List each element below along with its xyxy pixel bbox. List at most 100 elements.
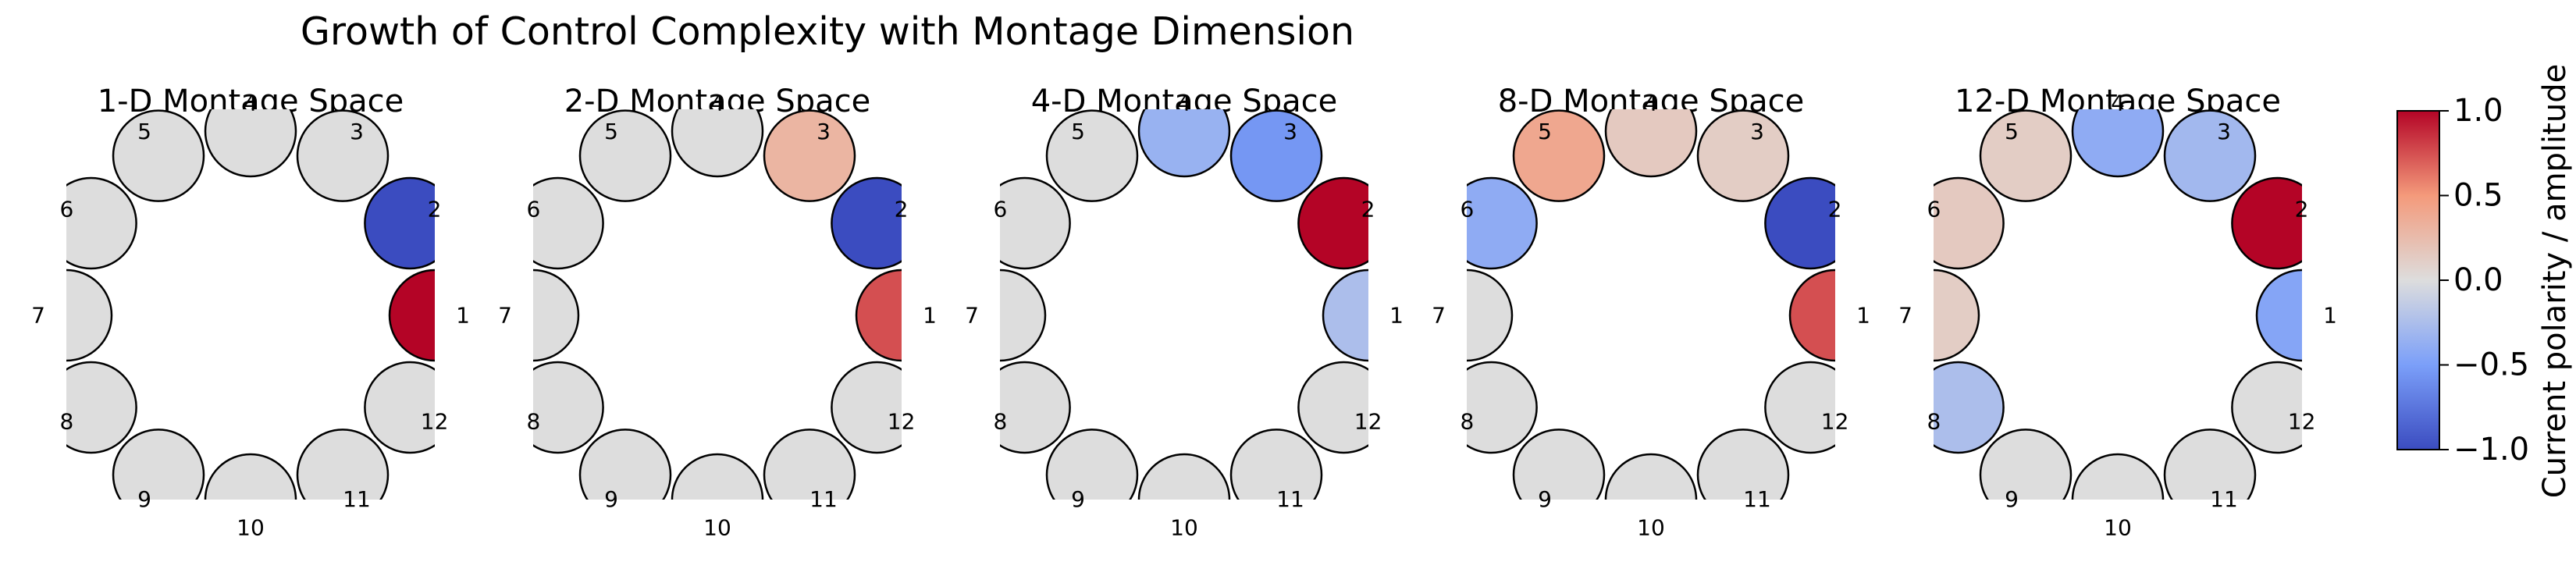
electrode-label: 2 <box>895 197 909 222</box>
electrode-label: 2 <box>2295 197 2309 222</box>
electrode-4 <box>671 109 764 178</box>
electrode-5 <box>112 109 205 202</box>
electrode-4 <box>204 109 297 178</box>
colorbar-tick-label: −0.5 <box>2453 347 2529 383</box>
electrode-label: 11 <box>809 486 838 512</box>
electrode-label: 10 <box>2104 515 2132 541</box>
electrode-label: 5 <box>137 119 151 144</box>
electrode-7 <box>1467 269 1514 362</box>
electrode-label: 9 <box>1538 486 1552 512</box>
electrode-label: 8 <box>526 409 540 435</box>
electrode-label: 8 <box>1927 409 1941 435</box>
electrode-ring <box>1934 109 2302 500</box>
electrode-label: 11 <box>1743 486 1771 512</box>
electrode-label: 3 <box>1283 119 1297 144</box>
electrode-1 <box>1322 269 1368 362</box>
electrode-3 <box>763 109 856 202</box>
electrode-ring <box>1467 109 1835 500</box>
electrode-11 <box>763 429 856 500</box>
electrode-3 <box>1696 109 1790 202</box>
electrode-label: 6 <box>59 197 73 222</box>
electrode-12 <box>1764 361 1835 454</box>
electrode-9 <box>1979 429 2073 500</box>
electrode-ring <box>1000 109 1368 500</box>
electrode-label: 6 <box>993 197 1007 222</box>
electrode-10 <box>2071 453 2165 500</box>
electrode-11 <box>1696 429 1790 500</box>
electrode-5 <box>1045 109 1139 202</box>
electrode-12 <box>1297 361 1368 454</box>
electrode-label: 7 <box>1898 303 1912 329</box>
electrode-label: 2 <box>428 197 442 222</box>
electrode-label: 1 <box>923 303 937 329</box>
electrode-11 <box>2163 429 2257 500</box>
electrode-1 <box>855 269 902 362</box>
electrode-label: 10 <box>703 515 731 541</box>
electrode-6 <box>1934 176 2005 270</box>
electrode-label: 12 <box>1821 409 1849 435</box>
electrode-label: 8 <box>1460 409 1474 435</box>
figure-title: Growth of Control Complexity with Montag… <box>300 9 1355 54</box>
electrode-label: 10 <box>1637 515 1665 541</box>
electrode-label: 4 <box>2111 91 2125 116</box>
colorbar-tick-label: −1.0 <box>2453 432 2529 468</box>
electrode-6 <box>1467 176 1538 270</box>
electrode-label: 4 <box>1644 91 1658 116</box>
electrode-label: 10 <box>1170 515 1198 541</box>
electrode-11 <box>296 429 390 500</box>
electrode-6 <box>66 176 137 270</box>
electrode-5 <box>1979 109 2073 202</box>
electrode-9 <box>1045 429 1139 500</box>
electrode-ring <box>66 109 435 500</box>
electrode-label: 7 <box>965 303 979 329</box>
electrode-label: 7 <box>31 303 45 329</box>
electrode-8 <box>1000 361 1071 454</box>
colorbar-label: Current polarity / amplitude <box>2537 64 2573 498</box>
electrode-label: 4 <box>710 91 724 116</box>
electrode-label: 1 <box>456 303 470 329</box>
electrode-2 <box>1297 176 1368 270</box>
electrode-label: 5 <box>2005 119 2019 144</box>
electrode-label: 4 <box>244 91 258 116</box>
electrode-label: 8 <box>993 409 1007 435</box>
electrode-label: 11 <box>2210 486 2238 512</box>
electrode-2 <box>1764 176 1835 270</box>
electrode-label: 3 <box>817 119 831 144</box>
electrode-label: 9 <box>1071 486 1085 512</box>
electrode-1 <box>1788 269 1835 362</box>
colorbar: 1.0 0.5 0.0 −0.5 −1.0 Current polarity / amp… <box>2396 64 2573 498</box>
electrode-ring <box>533 109 902 500</box>
electrode-9 <box>1512 429 1606 500</box>
electrode-label: 9 <box>137 486 151 512</box>
electrode-8 <box>533 361 604 454</box>
electrode-label: 3 <box>2217 119 2231 144</box>
electrode-label: 7 <box>498 303 512 329</box>
electrode-8 <box>66 361 137 454</box>
electrode-12 <box>831 361 902 454</box>
colorbar-tick-label: 0.0 <box>2453 262 2503 298</box>
electrode-12 <box>2231 361 2302 454</box>
electrode-label: 11 <box>343 486 371 512</box>
electrode-7 <box>1934 269 1980 362</box>
electrode-label: 11 <box>1276 486 1304 512</box>
electrode-label: 1 <box>1856 303 1870 329</box>
colorbar-tick-label: 1.0 <box>2453 93 2503 129</box>
electrode-label: 12 <box>2288 409 2316 435</box>
electrode-8 <box>1934 361 2005 454</box>
electrode-9 <box>578 429 672 500</box>
electrode-4 <box>1137 109 1231 178</box>
electrode-label: 12 <box>888 409 916 435</box>
colorbar-gradient <box>2396 110 2440 450</box>
electrode-7 <box>533 269 580 362</box>
electrode-8 <box>1467 361 1538 454</box>
electrode-label: 5 <box>1538 119 1552 144</box>
electrode-4 <box>2071 109 2165 178</box>
electrode-label: 9 <box>604 486 618 512</box>
electrode-label: 2 <box>1361 197 1375 222</box>
colorbar-tick-label: 0.5 <box>2453 178 2503 214</box>
electrode-6 <box>533 176 604 270</box>
